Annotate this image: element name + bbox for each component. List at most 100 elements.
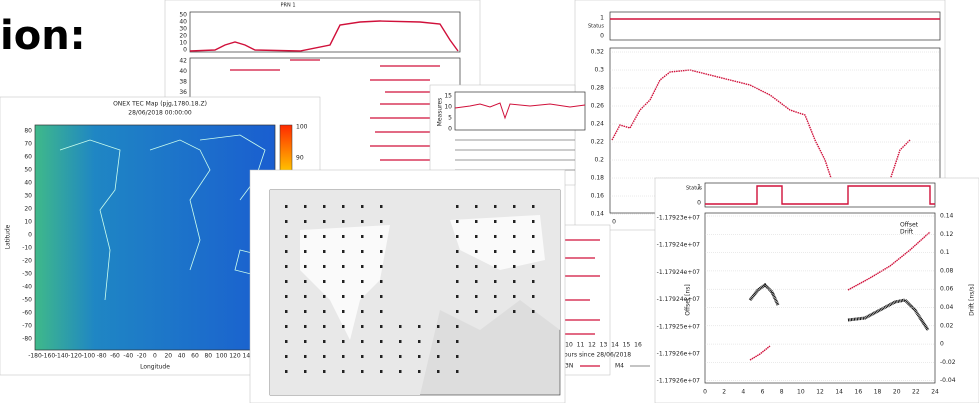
station-marker <box>380 340 383 343</box>
x-tick-label: 140 <box>243 353 255 360</box>
station-marker <box>456 250 459 253</box>
station-marker <box>380 295 383 298</box>
y-tick-label: -60 <box>22 310 32 317</box>
x-tick-label: 8 <box>780 389 784 396</box>
station-marker <box>494 280 497 283</box>
station-marker <box>532 280 535 283</box>
y2-tick-label: 0.14 <box>940 213 954 220</box>
station-marker <box>380 205 383 208</box>
x-tick-label: -160 <box>42 353 56 360</box>
y2-tick-label: 0.04 <box>940 304 954 311</box>
colorbar-label: 100 <box>296 124 308 131</box>
y-tick-label: 0 <box>448 126 452 133</box>
y-tick-label: 0 <box>697 200 701 207</box>
station-marker <box>380 235 383 238</box>
station-marker <box>304 235 307 238</box>
y2-tick-label: -0.04 <box>940 377 956 384</box>
y-tick-label: -40 <box>22 284 32 291</box>
x-tick-label: 120 <box>229 353 241 360</box>
station-marker <box>285 280 288 283</box>
station-marker <box>361 265 364 268</box>
station-marker <box>285 310 288 313</box>
station-marker <box>456 355 459 358</box>
station-marker <box>456 235 459 238</box>
legend-label: Drift <box>900 229 914 236</box>
y-tick-label: -1.17924e+07 <box>657 296 701 303</box>
station-marker <box>532 265 535 268</box>
y-tick-label: -70 <box>22 323 32 330</box>
y-tick-label: -1.17926e+07 <box>657 351 701 358</box>
station-marker <box>285 295 288 298</box>
station-marker <box>380 355 383 358</box>
y-tick-label: -10 <box>22 245 32 252</box>
x-tick-label: 10 <box>797 389 805 396</box>
station-marker <box>399 370 402 373</box>
y-tick-label: 70 <box>24 141 32 148</box>
y2-tick-label: 0.02 <box>940 322 954 329</box>
station-marker <box>323 280 326 283</box>
station-marker <box>532 235 535 238</box>
station-marker <box>304 250 307 253</box>
y2-tick-label: -0.02 <box>940 359 956 366</box>
y-tick-label: -1.17925e+07 <box>657 323 701 330</box>
x-tick-label: -60 <box>110 353 120 360</box>
station-marker <box>342 355 345 358</box>
station-marker <box>304 325 307 328</box>
legend-label: 3N <box>565 363 573 370</box>
map-area <box>34 124 276 351</box>
curve <box>847 298 930 331</box>
x-tick-label: 11 <box>577 342 585 349</box>
y-tick-label: 0.3 <box>594 67 604 74</box>
station-marker <box>304 355 307 358</box>
y-tick-label: 0.2 <box>594 157 604 164</box>
station-marker <box>285 340 288 343</box>
station-marker <box>437 355 440 358</box>
station-marker <box>342 265 345 268</box>
station-marker <box>513 295 516 298</box>
landmass <box>300 215 545 340</box>
legend-label: Offset <box>900 222 919 229</box>
station-marker <box>399 340 402 343</box>
axis-title: Drift [ns/s] <box>969 284 976 316</box>
station-marker <box>475 265 478 268</box>
station-marker <box>494 295 497 298</box>
y-tick-label: 0.28 <box>591 85 605 92</box>
station-marker <box>285 205 288 208</box>
station-marker <box>532 220 535 223</box>
curve <box>189 20 459 52</box>
station-marker <box>513 310 516 313</box>
station-marker <box>304 265 307 268</box>
y-tick-label: 0.26 <box>591 103 605 110</box>
station-marker <box>323 265 326 268</box>
y-tick-label: 36 <box>179 89 187 96</box>
station-marker <box>304 280 307 283</box>
station-marker <box>456 280 459 283</box>
station-marker <box>494 250 497 253</box>
y2-tick-label: 0 <box>940 341 944 348</box>
x-tick-label: 0 <box>153 353 157 360</box>
station-marker <box>456 340 459 343</box>
station-marker <box>513 205 516 208</box>
y-tick-label: 0.14 <box>591 211 605 218</box>
y-tick-label: 50 <box>179 12 187 19</box>
station-marker <box>380 310 383 313</box>
y-tick-label: -1.17924e+07 <box>657 242 701 249</box>
station-marker <box>304 205 307 208</box>
y-tick-label: 10 <box>24 219 32 226</box>
station-marker <box>456 370 459 373</box>
station-marker <box>456 295 459 298</box>
y-tick-label: 15 <box>444 93 452 100</box>
station-marker <box>342 250 345 253</box>
station-marker <box>494 310 497 313</box>
x-tick-label: 13 <box>600 342 608 349</box>
station-marker <box>475 250 478 253</box>
axis-title: ours since 28/06/2018 <box>564 352 631 359</box>
station-marker <box>456 310 459 313</box>
y-tick-label: 60 <box>24 154 32 161</box>
station-marker <box>323 205 326 208</box>
axis-title: Measures <box>437 98 444 127</box>
station-marker <box>361 340 364 343</box>
station-marker <box>418 340 421 343</box>
station-marker <box>532 250 535 253</box>
